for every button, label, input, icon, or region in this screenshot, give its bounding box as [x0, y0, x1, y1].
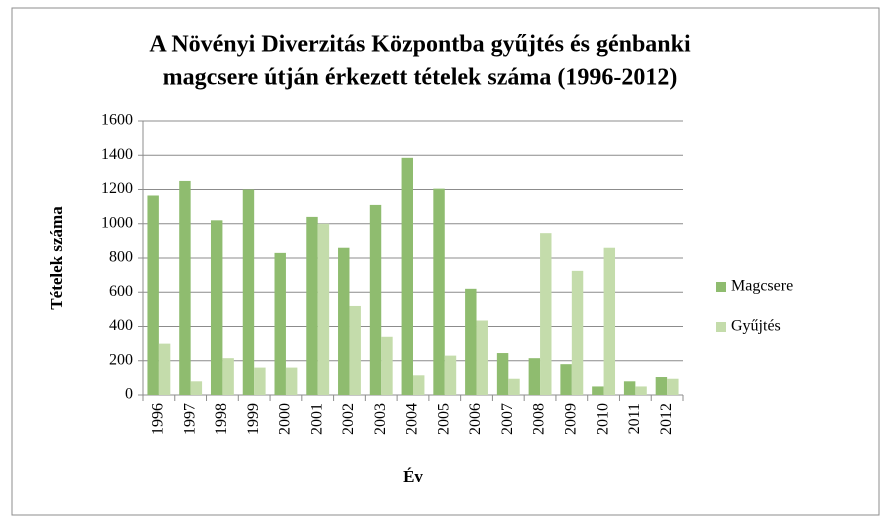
- bar: [222, 358, 234, 395]
- legend-swatch: [716, 322, 726, 332]
- x-tick-label: 1999: [245, 403, 262, 435]
- y-tick-label: 0: [125, 386, 133, 403]
- y-tick-label: 1400: [101, 146, 133, 163]
- x-tick-label: 2008: [531, 403, 548, 435]
- x-tick-label: 2002: [340, 403, 357, 435]
- x-tick-label: 2001: [308, 403, 325, 435]
- bar: [540, 233, 552, 395]
- y-tick-label: 1600: [101, 112, 133, 129]
- bar: [147, 195, 159, 395]
- bar: [381, 336, 393, 395]
- chart-title: magcsere útján érkezett tételek száma (1…: [163, 65, 678, 91]
- bar: [655, 377, 668, 395]
- y-tick-label: 400: [109, 317, 133, 334]
- x-tick-label: 2006: [467, 403, 484, 435]
- bar: [496, 353, 509, 395]
- bar: [190, 381, 203, 395]
- bar: [274, 252, 286, 395]
- bar: [285, 367, 298, 395]
- y-axis-title: Tételek száma: [47, 206, 66, 310]
- bar: [413, 375, 425, 395]
- x-tick-label: 1996: [150, 403, 167, 435]
- bar: [401, 157, 413, 395]
- x-tick-label: 2007: [499, 403, 516, 435]
- y-tick-label: 1000: [101, 214, 133, 231]
- bar: [444, 355, 457, 395]
- bar: [623, 381, 636, 395]
- bar: [508, 378, 520, 395]
- y-tick-label: 800: [109, 249, 133, 266]
- legend-label: Gyűjtés: [731, 318, 781, 335]
- legend-swatch: [716, 282, 726, 292]
- bar: [254, 367, 266, 395]
- bar: [571, 270, 584, 395]
- y-tick-label: 600: [109, 283, 133, 300]
- bar: [179, 180, 191, 395]
- legend-label: Magcsere: [731, 278, 793, 295]
- y-tick-label: 1200: [101, 180, 133, 197]
- bar: [338, 247, 350, 395]
- x-tick-label: 2003: [372, 403, 389, 435]
- x-axis-title: Év: [403, 467, 423, 486]
- bar: [603, 247, 616, 395]
- bar: [560, 364, 572, 395]
- x-tick-label: 2010: [594, 403, 611, 435]
- chart-title: A Növényi Diverzitás Központba gyűjtés é…: [149, 32, 691, 58]
- x-tick-label: 2009: [562, 403, 579, 435]
- bar: [210, 220, 223, 395]
- bar: [349, 305, 361, 395]
- x-tick-label: 1998: [213, 403, 230, 435]
- bar: [306, 216, 318, 395]
- bar: [369, 204, 382, 395]
- x-tick-label: 1997: [181, 403, 198, 435]
- bar: [635, 386, 647, 395]
- bar: [592, 386, 604, 395]
- bar: [433, 188, 445, 395]
- x-tick-label: 2005: [435, 403, 452, 435]
- bar: [242, 189, 255, 395]
- bar: [528, 358, 541, 395]
- bar: [667, 378, 679, 395]
- bar: [476, 320, 488, 395]
- x-tick-label: 2011: [626, 403, 643, 434]
- x-tick-label: 2004: [404, 403, 421, 435]
- bar: [317, 223, 330, 395]
- bar: [465, 288, 477, 395]
- x-tick-label: 2000: [277, 403, 294, 435]
- x-tick-label: 2012: [658, 403, 675, 435]
- y-tick-label: 200: [109, 351, 133, 368]
- bar: [158, 343, 171, 395]
